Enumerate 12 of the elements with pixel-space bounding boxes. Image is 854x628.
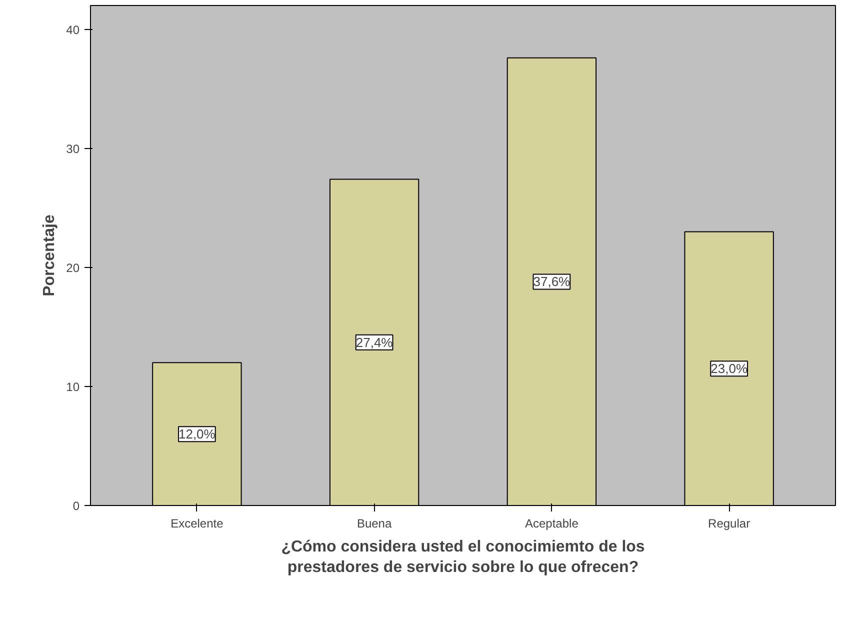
y-tick-label: 20: [66, 260, 80, 275]
y-tick-label: 0: [72, 499, 80, 513]
y-tick-label: 40: [66, 22, 80, 37]
x-tick-label: Aceptable: [525, 516, 579, 530]
x-tick-label: Excelente: [170, 516, 224, 530]
data-label: 12,0%: [178, 426, 216, 442]
y-tick-label: 10: [66, 380, 80, 394]
x-axis-title: ¿Cómo considera usted el conocimiemto de los prestadores de servicio sobre lo que ofrecen?: [281, 538, 645, 576]
x-tick-label: Buena: [356, 516, 392, 530]
x-tick-label: Regular: [708, 516, 750, 530]
y-tick-label: 30: [66, 142, 80, 156]
y-axis-title: Porcentaje: [41, 214, 58, 296]
